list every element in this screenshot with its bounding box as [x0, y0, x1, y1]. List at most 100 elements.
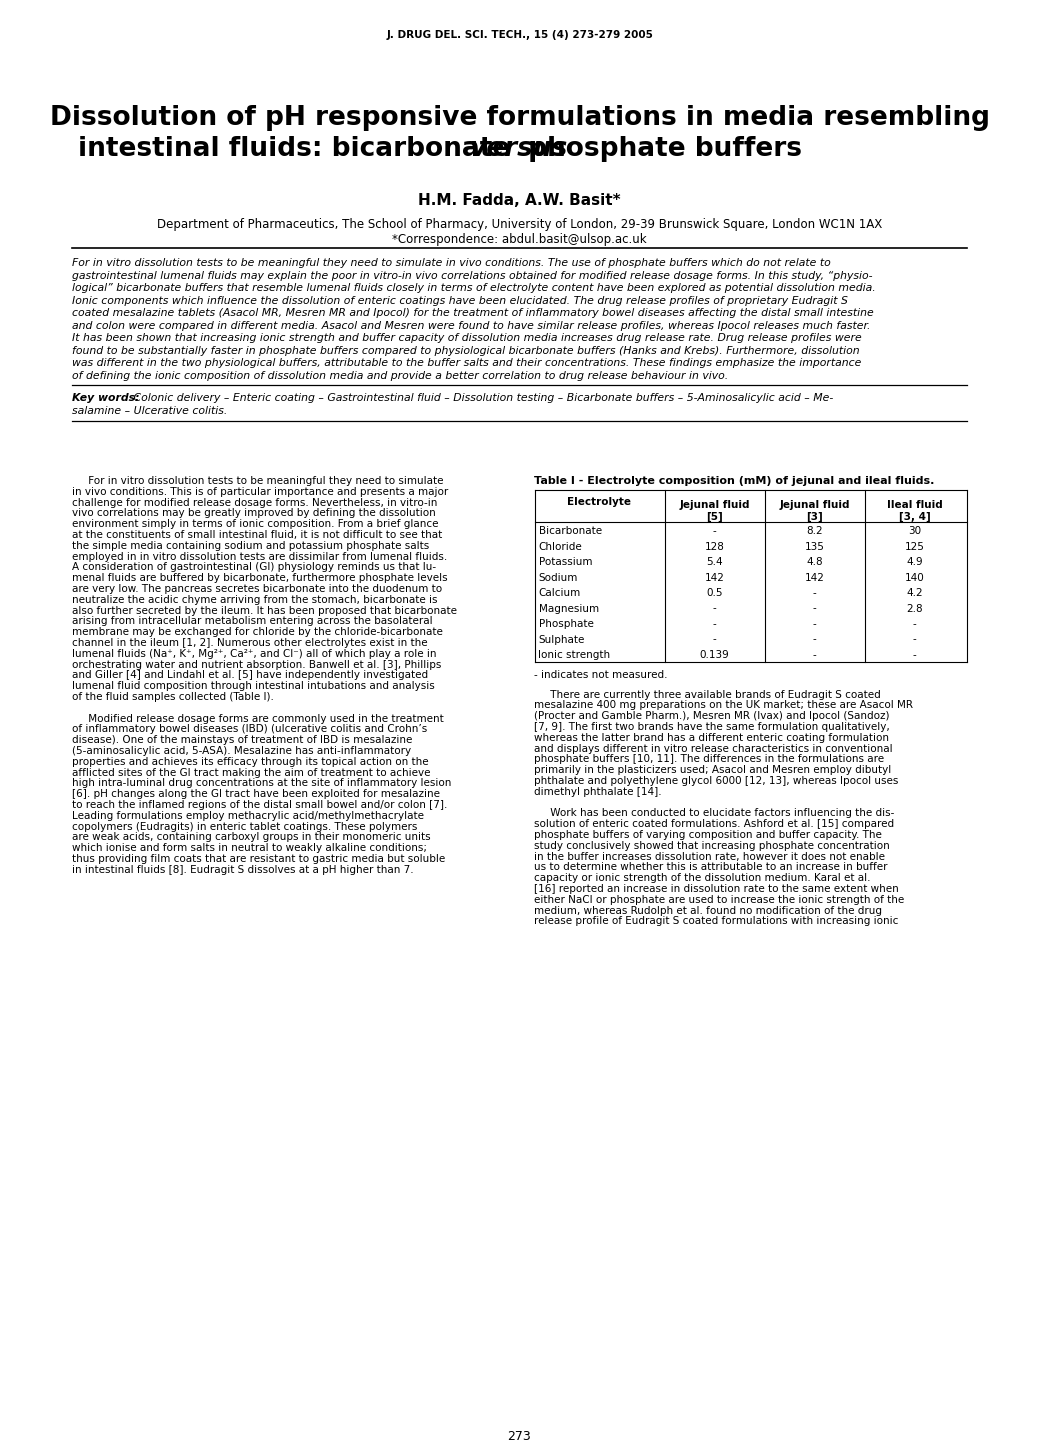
Text: of the fluid samples collected (Table I).: of the fluid samples collected (Table I)…: [72, 692, 274, 702]
Text: 128: 128: [704, 541, 724, 551]
Text: 135: 135: [804, 541, 824, 551]
Text: capacity or ionic strength of the dissolution medium. Karal et al.: capacity or ionic strength of the dissol…: [534, 873, 871, 883]
Text: medium, whereas Rudolph et al. found no modification of the drug: medium, whereas Rudolph et al. found no …: [534, 905, 882, 915]
Text: orchestrating water and nutrient absorption. Banwell et al. [3], Phillips: orchestrating water and nutrient absorpt…: [72, 660, 442, 670]
Text: of inflammatory bowel diseases (IBD) (ulcerative colitis and Crohn’s: of inflammatory bowel diseases (IBD) (ul…: [72, 725, 427, 734]
Text: in vivo conditions. This is of particular importance and presents a major: in vivo conditions. This is of particula…: [72, 487, 448, 497]
Text: -: -: [812, 619, 817, 629]
Text: 273: 273: [508, 1430, 531, 1443]
Text: which ionise and form salts in neutral to weakly alkaline conditions;: which ionise and form salts in neutral t…: [72, 844, 427, 853]
Text: copolymers (Eudragits) in enteric tablet coatings. These polymers: copolymers (Eudragits) in enteric tablet…: [72, 822, 418, 832]
Text: For in vitro dissolution tests to be meaningful they need to simulate in vivo co: For in vitro dissolution tests to be mea…: [72, 258, 831, 268]
Text: Ionic strength: Ionic strength: [538, 650, 611, 660]
Text: phthalate and polyethylene glycol 6000 [12, 13], whereas Ipocol uses: phthalate and polyethylene glycol 6000 […: [534, 776, 899, 786]
Text: intestinal fluids: bicarbonate: intestinal fluids: bicarbonate: [78, 136, 520, 162]
Text: disease). One of the mainstays of treatment of IBD is mesalazine: disease). One of the mainstays of treatm…: [72, 735, 412, 745]
Text: membrane may be exchanged for chloride by the chloride-bicarbonate: membrane may be exchanged for chloride b…: [72, 628, 443, 637]
Text: Phosphate: Phosphate: [538, 619, 593, 629]
Text: lumenal fluid composition through intestinal intubations and analysis: lumenal fluid composition through intest…: [72, 682, 434, 692]
Text: and displays different in vitro release characteristics in conventional: and displays different in vitro release …: [534, 744, 894, 754]
Text: 142: 142: [704, 573, 724, 583]
Text: Department of Pharmaceutics, The School of Pharmacy, University of London, 29-39: Department of Pharmaceutics, The School …: [157, 218, 882, 231]
Text: Leading formulations employ methacrylic acid/methylmethacrylate: Leading formulations employ methacrylic …: [72, 811, 424, 821]
Text: Electrolyte: Electrolyte: [567, 497, 632, 507]
Text: Bicarbonate: Bicarbonate: [538, 526, 602, 536]
Text: phosphate buffers [10, 11]. The differences in the formulations are: phosphate buffers [10, 11]. The differen…: [534, 754, 884, 764]
Text: of defining the ionic composition of dissolution media and provide a better corr: of defining the ionic composition of dis…: [72, 371, 728, 380]
Text: Calcium: Calcium: [538, 589, 581, 597]
Text: 0.139: 0.139: [699, 650, 729, 660]
Text: phosphate buffers: phosphate buffers: [520, 136, 802, 162]
Text: Ionic components which influence the dissolution of enteric coatings have been e: Ionic components which influence the dis…: [72, 296, 848, 306]
Text: in the buffer increases dissolution rate, however it does not enable: in the buffer increases dissolution rate…: [534, 851, 885, 861]
Text: 142: 142: [804, 573, 824, 583]
Text: A consideration of gastrointestinal (GI) physiology reminds us that lu-: A consideration of gastrointestinal (GI)…: [72, 563, 436, 573]
Text: and Giller [4] and Lindahl et al. [5] have independently investigated: and Giller [4] and Lindahl et al. [5] ha…: [72, 670, 428, 680]
Text: challenge for modified release dosage forms. Nevertheless, in vitro-in: challenge for modified release dosage fo…: [72, 497, 437, 507]
Text: lumenal fluids (Na⁺, K⁺, Mg²⁺, Ca²⁺, and Cl⁻) all of which play a role in: lumenal fluids (Na⁺, K⁺, Mg²⁺, Ca²⁺, and…: [72, 648, 436, 658]
Text: found to be substantially faster in phosphate buffers compared to physiological : found to be substantially faster in phos…: [72, 345, 859, 355]
Text: high intra-luminal drug concentrations at the site of inflammatory lesion: high intra-luminal drug concentrations a…: [72, 779, 451, 789]
Text: There are currently three available brands of Eudragit S coated: There are currently three available bran…: [534, 690, 881, 699]
Text: the simple media containing sodium and potassium phosphate salts: the simple media containing sodium and p…: [72, 541, 429, 551]
Text: at the constituents of small intestinal fluid, it is not difficult to see that: at the constituents of small intestinal …: [72, 531, 443, 539]
Text: For in vitro dissolution tests to be meaningful they need to simulate: For in vitro dissolution tests to be mea…: [72, 476, 444, 486]
Text: J. DRUG DEL. SCI. TECH., 15 (4) 273-279 2005: J. DRUG DEL. SCI. TECH., 15 (4) 273-279 …: [387, 30, 652, 41]
Text: Sodium: Sodium: [538, 573, 578, 583]
Text: are weak acids, containing carboxyl groups in their monomeric units: are weak acids, containing carboxyl grou…: [72, 832, 430, 842]
Text: H.M. Fadda, A.W. Basit*: H.M. Fadda, A.W. Basit*: [418, 193, 621, 207]
Text: -: -: [912, 635, 916, 644]
Text: was different in the two physiological buffers, attributable to the buffer salts: was different in the two physiological b…: [72, 358, 861, 368]
Text: study conclusively showed that increasing phosphate concentration: study conclusively showed that increasin…: [534, 841, 890, 851]
Text: logical” bicarbonate buffers that resemble lumenal fluids closely in terms of el: logical” bicarbonate buffers that resemb…: [72, 283, 876, 293]
Text: properties and achieves its efficacy through its topical action on the: properties and achieves its efficacy thr…: [72, 757, 429, 767]
Text: coated mesalazine tablets (Asacol MR, Mesren MR and Ipocol) for the treatment of: coated mesalazine tablets (Asacol MR, Me…: [72, 307, 874, 318]
Text: Ileal fluid: Ileal fluid: [886, 500, 942, 510]
Text: 2.8: 2.8: [906, 603, 923, 613]
Text: are very low. The pancreas secretes bicarbonate into the duodenum to: are very low. The pancreas secretes bica…: [72, 584, 443, 594]
Text: Sulphate: Sulphate: [538, 635, 585, 644]
Text: -: -: [812, 589, 817, 597]
Text: Key words:: Key words:: [72, 393, 139, 403]
Text: solution of enteric coated formulations. Ashford et al. [15] compared: solution of enteric coated formulations.…: [534, 819, 895, 829]
Text: employed in in vitro dissolution tests are dissimilar from lumenal fluids.: employed in in vitro dissolution tests a…: [72, 551, 447, 561]
Text: 8.2: 8.2: [806, 526, 823, 536]
Text: 4.8: 4.8: [806, 557, 823, 567]
Text: Modified release dosage forms are commonly used in the treatment: Modified release dosage forms are common…: [72, 713, 444, 724]
Text: gastrointestinal lumenal fluids may explain the poor in vitro-in vivo correlatio: gastrointestinal lumenal fluids may expl…: [72, 271, 873, 280]
Text: salamine – Ulcerative colitis.: salamine – Ulcerative colitis.: [72, 406, 228, 416]
Text: -: -: [812, 650, 817, 660]
Text: -: -: [812, 603, 817, 613]
Text: 140: 140: [905, 573, 925, 583]
Text: -: -: [713, 526, 716, 536]
Text: Colonic delivery – Enteric coating – Gastrointestinal fluid – Dissolution testin: Colonic delivery – Enteric coating – Gas…: [130, 393, 833, 403]
Text: [3, 4]: [3, 4]: [899, 512, 930, 522]
Text: either NaCl or phosphate are used to increase the ionic strength of the: either NaCl or phosphate are used to inc…: [534, 895, 905, 905]
Text: primarily in the plasticizers used; Asacol and Mesren employ dibutyl: primarily in the plasticizers used; Asac…: [534, 766, 891, 776]
Text: us to determine whether this is attributable to an increase in buffer: us to determine whether this is attribut…: [534, 863, 888, 873]
Text: menal fluids are buffered by bicarbonate, furthermore phosphate levels: menal fluids are buffered by bicarbonate…: [72, 573, 448, 583]
Text: - indicates not measured.: - indicates not measured.: [534, 670, 668, 680]
Text: Work has been conducted to elucidate factors influencing the dis-: Work has been conducted to elucidate fac…: [534, 808, 895, 818]
Text: Dissolution of pH responsive formulations in media resembling: Dissolution of pH responsive formulation…: [50, 104, 989, 130]
Text: afflicted sites of the GI tract making the aim of treatment to achieve: afflicted sites of the GI tract making t…: [72, 767, 430, 777]
Text: [6]. pH changes along the GI tract have been exploited for mesalazine: [6]. pH changes along the GI tract have …: [72, 789, 439, 799]
Text: 5.4: 5.4: [707, 557, 723, 567]
Text: phosphate buffers of varying composition and buffer capacity. The: phosphate buffers of varying composition…: [534, 829, 882, 840]
Text: It has been shown that increasing ionic strength and buffer capacity of dissolut: It has been shown that increasing ionic …: [72, 334, 861, 344]
Text: Potassium: Potassium: [538, 557, 592, 567]
Text: [7, 9]. The first two brands have the same formulation qualitatively,: [7, 9]. The first two brands have the sa…: [534, 722, 890, 732]
Text: (Procter and Gamble Pharm.), Mesren MR (Ivax) and Ipocol (Sandoz): (Procter and Gamble Pharm.), Mesren MR (…: [534, 710, 890, 721]
Text: also further secreted by the ileum. It has been proposed that bicarbonate: also further secreted by the ileum. It h…: [72, 606, 457, 616]
Text: Table I - Electrolyte composition (mM) of jejunal and ileal fluids.: Table I - Electrolyte composition (mM) o…: [534, 476, 935, 486]
Text: -: -: [912, 619, 916, 629]
Text: and colon were compared in different media. Asacol and Mesren were found to have: and colon were compared in different med…: [72, 320, 871, 331]
Text: 4.9: 4.9: [906, 557, 923, 567]
Text: versus: versus: [470, 136, 568, 162]
Text: -: -: [812, 635, 817, 644]
Text: channel in the ileum [1, 2]. Numerous other electrolytes exist in the: channel in the ileum [1, 2]. Numerous ot…: [72, 638, 428, 648]
Text: -: -: [912, 650, 916, 660]
Text: *Correspondence: abdul.basit@ulsop.ac.uk: *Correspondence: abdul.basit@ulsop.ac.uk: [392, 233, 647, 247]
Text: 0.5: 0.5: [707, 589, 723, 597]
Text: arising from intracellular metabolism entering across the basolateral: arising from intracellular metabolism en…: [72, 616, 432, 626]
